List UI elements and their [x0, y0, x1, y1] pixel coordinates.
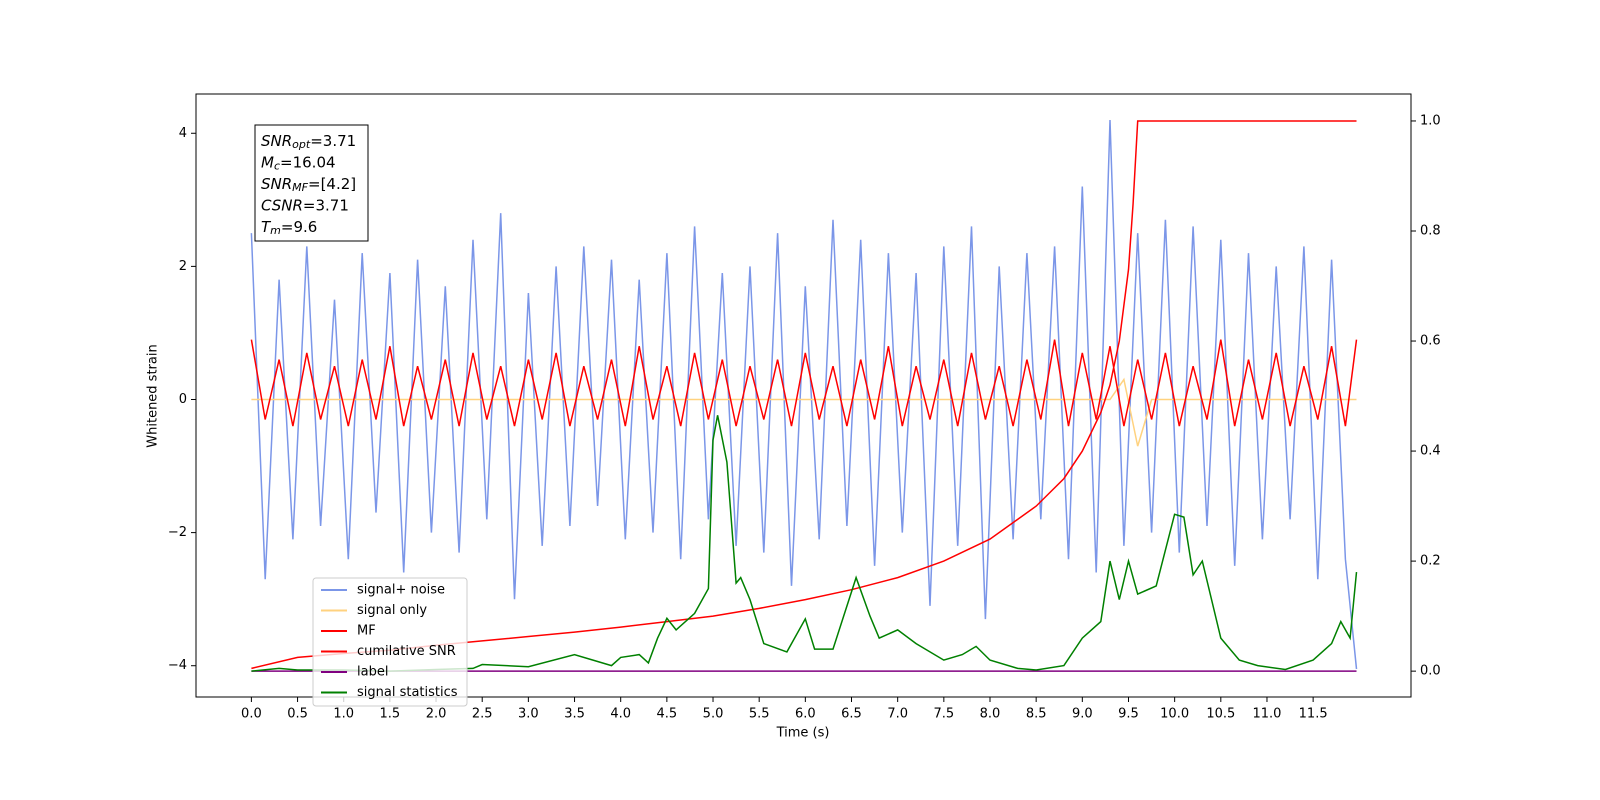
- series-line: [250, 339, 1358, 427]
- annotation-value: =16.04: [280, 153, 336, 171]
- annotation-value: =3.71: [310, 132, 356, 150]
- x-tick-label: 2.5: [472, 707, 493, 722]
- annotation-subscript: c: [274, 160, 280, 173]
- annotation-symbol: CSNR: [261, 196, 303, 214]
- x-tick-label: 8.0: [980, 707, 1001, 722]
- legend-label: signal+ noise: [357, 583, 445, 598]
- x-tick-label: 9.0: [1072, 707, 1093, 722]
- series-line: [251, 377, 1357, 447]
- y-tick-label: 0: [179, 392, 187, 407]
- x-tick-label: 0.5: [287, 707, 308, 722]
- y-tick-label: −4: [168, 658, 187, 673]
- annotation-line: Mc=16.04: [261, 153, 336, 173]
- annotation-value: =3.71: [303, 196, 349, 214]
- annotation-symbol: M: [261, 153, 274, 171]
- x-tick-label: 4.5: [657, 707, 678, 722]
- x-tick-label: 8.5: [1026, 707, 1047, 722]
- annotation-line: Tm=9.6: [261, 218, 317, 238]
- y2-tick-label: 0.2: [1420, 554, 1441, 569]
- annotation-symbol: SNR: [261, 132, 292, 150]
- x-tick-label: 11.0: [1252, 707, 1281, 722]
- x-tick-label: 1.0: [333, 707, 354, 722]
- annotation-value: =[4.2]: [308, 175, 356, 193]
- series-line: [250, 119, 1358, 670]
- x-tick-label: 5.0: [703, 707, 724, 722]
- annotation-subscript: opt: [292, 138, 311, 151]
- annotation-box: [254, 124, 369, 242]
- plot-frame: [195, 93, 1412, 698]
- x-tick-label: 2.0: [426, 707, 447, 722]
- legend-label: MF: [357, 624, 376, 639]
- y2-tick-label: 0.6: [1420, 334, 1441, 349]
- legend-box: [312, 577, 468, 707]
- legend-label: signal statistics: [357, 685, 458, 700]
- x-tick-label: 4.0: [610, 707, 631, 722]
- y2-tick-label: 0.0: [1420, 664, 1441, 679]
- series-line: [251, 120, 1357, 670]
- x-tick-label: 10.5: [1206, 707, 1235, 722]
- annotation-subscript: MF: [292, 181, 308, 194]
- x-tick-label: 7.5: [933, 707, 954, 722]
- annotation-symbol: SNR: [261, 175, 292, 193]
- x-tick-label: 11.5: [1299, 707, 1328, 722]
- annotation-value: =9.6: [281, 218, 317, 236]
- x-tick-label: 6.0: [795, 707, 816, 722]
- legend-label: cumilative SNR: [357, 644, 456, 659]
- series-line: [251, 415, 1358, 672]
- x-tick-label: 7.0: [887, 707, 908, 722]
- x-tick-label: 5.5: [749, 707, 770, 722]
- y-tick-label: 4: [179, 126, 187, 141]
- y2-tick-label: 0.8: [1420, 223, 1441, 238]
- annotation-line: CSNR=3.71: [261, 196, 349, 214]
- y-tick-label: −2: [168, 525, 187, 540]
- x-tick-label: 0.0: [241, 707, 262, 722]
- annotation-subscript: m: [270, 224, 281, 237]
- annotation-line: SNRopt=3.71: [261, 132, 356, 152]
- x-tick-label: 9.5: [1118, 707, 1139, 722]
- x-axis-label: Time (s): [776, 726, 830, 741]
- y-axis-label: Whitened strain: [146, 344, 161, 447]
- x-tick-label: 10.0: [1160, 707, 1189, 722]
- x-tick-label: 3.5: [564, 707, 585, 722]
- x-tick-label: 6.5: [841, 707, 862, 722]
- x-tick-label: 3.0: [518, 707, 539, 722]
- x-tick-label: 1.5: [380, 707, 401, 722]
- annotation-line: SNRMF=[4.2]: [261, 175, 356, 195]
- y-tick-label: 2: [179, 259, 187, 274]
- y2-tick-label: 0.4: [1420, 444, 1441, 459]
- legend-label: signal only: [357, 603, 427, 618]
- y2-tick-label: 1.0: [1420, 113, 1441, 128]
- annotation-symbol: T: [261, 218, 272, 236]
- legend-label: label: [357, 665, 388, 680]
